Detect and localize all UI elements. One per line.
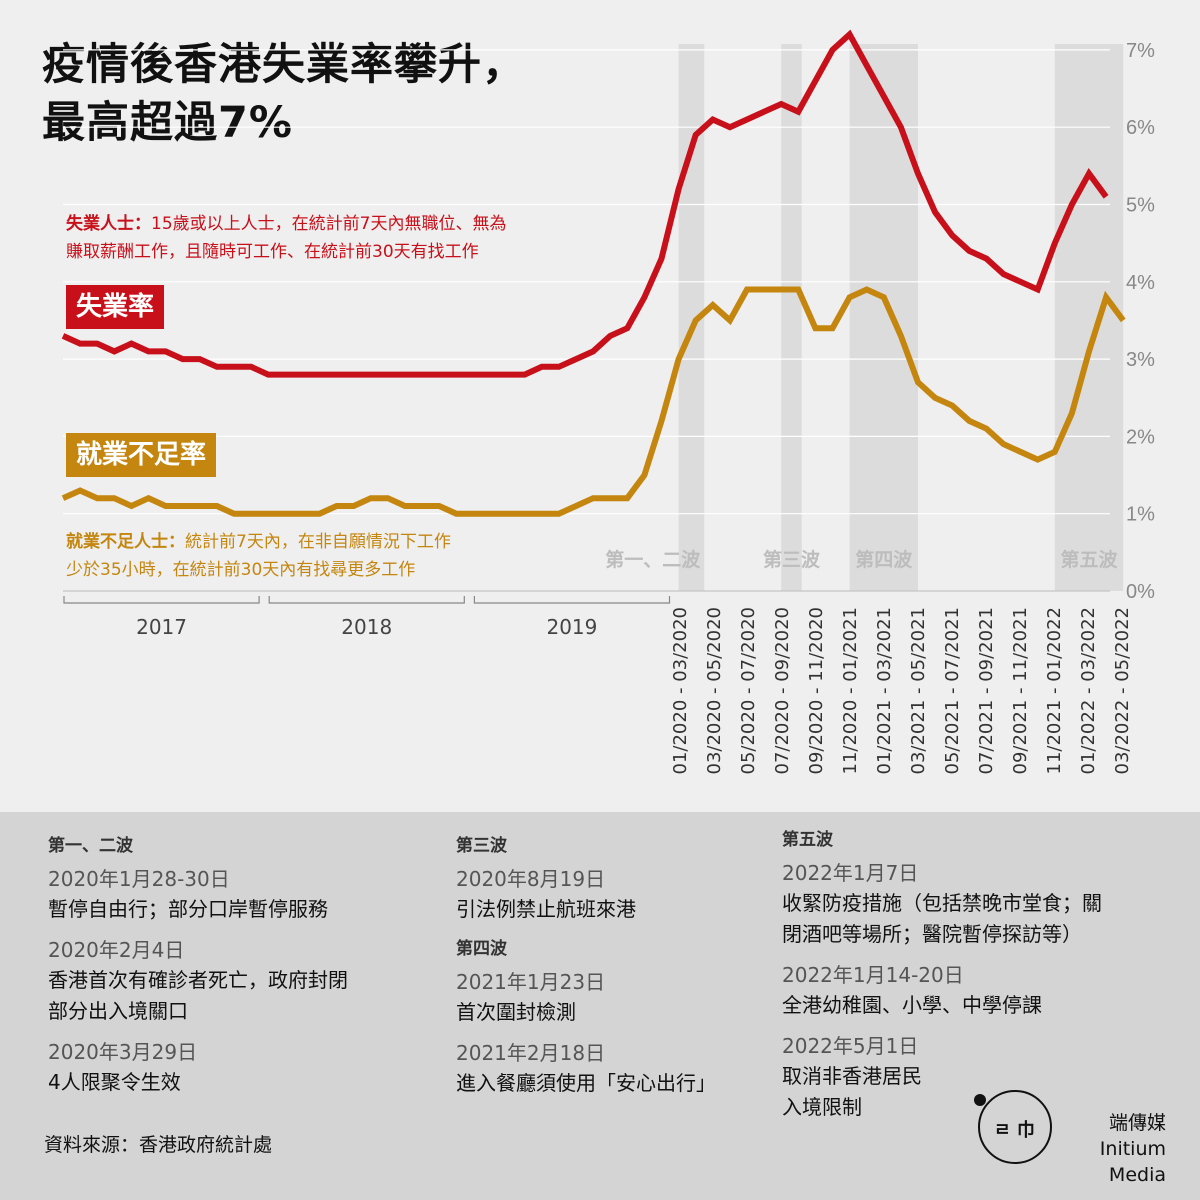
wave-band xyxy=(781,44,802,591)
logo-glyph: ㄹ 巾 xyxy=(994,1120,1035,1141)
timeline-heading: 第四波 xyxy=(456,939,507,959)
timeline-event: 4人限聚令生效 xyxy=(48,1070,181,1094)
timeline-date: 2022年5月1日 xyxy=(782,1034,919,1058)
period-tick-label: 03/2021 - 05/2021 xyxy=(908,607,929,775)
unemployment-series-tag: 失業率 xyxy=(66,285,165,329)
period-tick-label: 03/2022 - 05/2022 xyxy=(1112,607,1133,775)
timeline-date: 2021年2月18日 xyxy=(456,1041,606,1065)
underemployment-definition-label: 就業不足人士： xyxy=(66,532,185,552)
year-label: 2017 xyxy=(136,615,187,639)
timeline-event: 部分出入境關口 xyxy=(48,999,188,1023)
period-tick-label: 05/2020 - 07/2020 xyxy=(738,607,759,775)
y-tick-label: 6% xyxy=(1126,117,1155,139)
timeline-heading: 第五波 xyxy=(782,830,833,850)
timeline-heading: 第三波 xyxy=(456,836,507,856)
period-tick-label: 11/2020 - 01/2021 xyxy=(840,607,861,775)
year-bracket xyxy=(473,596,671,604)
initium-logo: ㄹ 巾 xyxy=(974,1090,1052,1164)
period-tick-label: 01/2022 - 03/2022 xyxy=(1078,607,1099,775)
line-chart: 0% 1% 2% 3% 4% 5% 6% 7% 第一、二波 第三波 第四波 第五波 2017 2018 20… xyxy=(61,29,1155,775)
timeline-event: 入境限制 xyxy=(782,1095,862,1119)
timeline-event: 取消非香港居民 xyxy=(782,1064,922,1088)
brand-name-cn: 端傳媒 xyxy=(1108,1112,1166,1134)
year-bracket xyxy=(268,596,465,604)
timeline-event: 首次圍封檢測 xyxy=(456,1000,576,1024)
wave-label: 第三波 xyxy=(763,548,821,571)
year-bracket xyxy=(63,596,260,604)
timeline-date: 2021年1月23日 xyxy=(456,970,606,994)
y-tick-label: 0% xyxy=(1126,581,1155,603)
year-label: 2018 xyxy=(341,615,392,639)
unemployment-definition-line-2: 賺取薪酬工作，且隨時可工作、在統計前30天有找工作 xyxy=(66,242,479,262)
timeline-event: 香港首次有確診者死亡，政府封閉 xyxy=(48,968,348,992)
unemployment-definition-label: 失業人士： xyxy=(66,214,151,234)
timeline-date: 2020年8月19日 xyxy=(456,867,606,891)
wave-band xyxy=(1054,44,1124,591)
unemployment-definition-line-1: 15歲或以上人士，在統計前7天內無職位、無為 xyxy=(151,214,507,234)
underemployment-definition-line-1: 統計前7天內，在非自願情況下工作 xyxy=(185,532,451,552)
y-tick-label: 2% xyxy=(1126,426,1155,448)
underemployment-definition: 就業不足人士：統計前7天內，在非自願情況下工作 少於35小時，在統計前30天內有… xyxy=(66,528,451,584)
timeline-column-wave-3-4: 第三波 2020年8月19日 引法例禁止航班來港 第四波 2021年1月23日 … xyxy=(456,832,716,1109)
underemployment-series-tag: 就業不足率 xyxy=(66,433,217,477)
title-line-2: 最高超過7% xyxy=(42,98,294,148)
timeline-event: 全港幼稚園、小學、中學停課 xyxy=(782,993,1042,1017)
y-tick-label: 1% xyxy=(1126,504,1155,526)
timeline-date: 2020年3月29日 xyxy=(48,1040,198,1064)
period-tick-label: 07/2021 - 09/2021 xyxy=(976,607,997,775)
period-tick-label: 07/2020 - 09/2020 xyxy=(772,607,793,775)
logo-dot-icon xyxy=(974,1094,986,1106)
timeline-panel: 第一、二波 2020年1月28-30日 暫停自由行；部分口岸暫停服務 2020年… xyxy=(0,812,1200,1200)
timeline-heading: 第一、二波 xyxy=(48,836,133,856)
period-tick-label: 01/2021 - 03/2021 xyxy=(874,607,895,775)
underemployment-definition-line-2: 少於35小時，在統計前30天內有找尋更多工作 xyxy=(66,560,416,580)
period-tick-label: 01/2020 - 03/2020 xyxy=(670,607,691,775)
y-tick-label: 7% xyxy=(1126,40,1155,62)
period-tick-label: 11/2021 - 01/2022 xyxy=(1044,607,1065,775)
y-tick-label: 3% xyxy=(1126,349,1155,371)
wave-band xyxy=(849,44,918,591)
timeline-event: 進入餐廳須使用「安心出行」 xyxy=(456,1071,716,1095)
underemployment-line xyxy=(61,286,1126,517)
wave-label: 第一、二波 xyxy=(605,548,701,571)
unemployment-line xyxy=(61,29,1109,378)
timeline-column-wave-1-2: 第一、二波 2020年1月28-30日 暫停自由行；部分口岸暫停服務 2020年… xyxy=(48,832,348,1108)
wave-label: 第五波 xyxy=(1060,548,1118,571)
unemployment-definition: 失業人士：15歲或以上人士，在統計前7天內無職位、無為 賺取薪酬工作，且隨時可工… xyxy=(66,210,506,266)
timeline-event: 暫停自由行；部分口岸暫停服務 xyxy=(48,897,328,921)
brand-name-en: Initium Media xyxy=(1099,1138,1166,1186)
period-tick-label: 09/2021 - 11/2021 xyxy=(1010,607,1031,775)
timeline-date: 2022年1月7日 xyxy=(782,861,919,885)
period-tick-label: 03/2020 - 05/2020 xyxy=(704,607,725,775)
timeline-date: 2020年2月4日 xyxy=(48,938,185,962)
page-title: 疫情後香港失業率攀升， 最高超過7% xyxy=(42,36,526,152)
timeline-date: 2020年1月28-30日 xyxy=(48,867,230,891)
y-tick-label: 5% xyxy=(1126,195,1155,217)
y-tick-label: 4% xyxy=(1126,272,1155,294)
brand-name: 端傳媒 Initium Media xyxy=(1050,1110,1166,1188)
period-tick-label: 05/2021 - 07/2021 xyxy=(942,607,963,775)
timeline-event: 引法例禁止航班來港 xyxy=(456,897,636,921)
year-label: 2019 xyxy=(546,615,597,639)
source-note: 資料來源：香港政府統計處 xyxy=(44,1134,273,1156)
title-line-1: 疫情後香港失業率攀升， xyxy=(42,40,526,90)
timeline-date: 2022年1月14-20日 xyxy=(782,963,964,987)
timeline-column-wave-5: 第五波 2022年1月7日 收緊防疫措施（包括禁晚市堂食；關 閉酒吧等場所；醫院… xyxy=(782,826,1102,1133)
period-tick-label: 09/2020 - 11/2020 xyxy=(806,607,827,775)
timeline-event: 閉酒吧等場所；醫院暫停探訪等） xyxy=(782,922,1082,946)
timeline-event: 收緊防疫措施（包括禁晚市堂食；關 xyxy=(782,891,1102,915)
wave-label: 第四波 xyxy=(855,548,913,571)
